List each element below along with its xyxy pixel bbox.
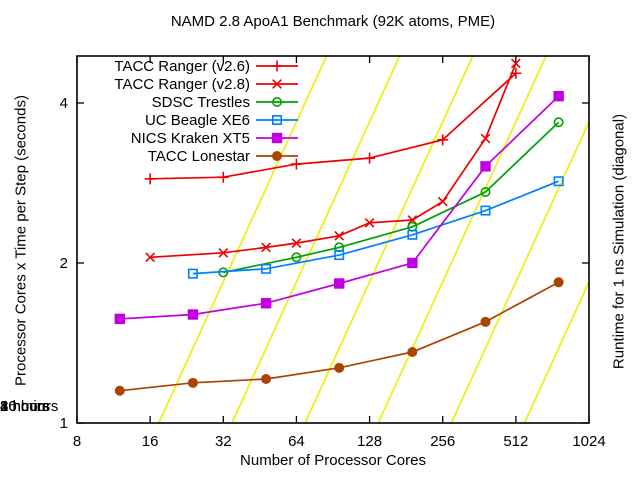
marker-circle-open-icon xyxy=(271,97,282,108)
marker-square-open-icon xyxy=(407,229,418,240)
marker-circle-filled-icon xyxy=(334,362,345,373)
marker-square-filled-icon xyxy=(334,278,345,289)
chart-title: NAMD 2.8 ApoA1 Benchmark (92K atoms, PME… xyxy=(170,13,496,30)
series-line xyxy=(119,281,560,392)
legend-label: UC Beagle XE6 xyxy=(145,112,250,129)
marker-plus-icon xyxy=(217,171,229,183)
marker-square-filled-icon xyxy=(187,309,199,320)
y-axis-label: Processor Cores x Time per Step (seconds… xyxy=(12,95,30,386)
legend-label: TACC Ranger (v2.6) xyxy=(114,58,250,75)
y-tick-label: 4 xyxy=(60,95,68,112)
runtime-diagonals xyxy=(158,55,590,424)
marker-circle-filled-icon xyxy=(480,316,491,327)
legend-label: NICS Kraken XT5 xyxy=(131,130,250,147)
x-tick-label: 64 xyxy=(288,433,305,450)
marker-square-open-icon xyxy=(271,115,282,126)
marker-square-filled-icon xyxy=(553,90,564,102)
y2-axis-label: Runtime for 1 ns Simulation (diagonal) xyxy=(610,113,628,370)
series-line xyxy=(150,62,517,259)
series-uc-beagle-xe6 xyxy=(187,176,564,279)
series-nics-kraken-xt5 xyxy=(114,90,564,325)
marker-cross-icon xyxy=(480,133,491,144)
marker-cross-icon xyxy=(364,217,375,228)
marker-square-filled-icon xyxy=(480,161,491,172)
marker-square-filled-icon xyxy=(260,298,272,309)
marker-cross-icon xyxy=(272,79,282,89)
legend-item-tacc-ranger-v2-6: TACC Ranger (v2.6) xyxy=(114,58,298,75)
diagonal-line-16-hours xyxy=(158,55,328,424)
marker-cross-icon xyxy=(145,252,156,263)
diagonal-label-8-hours: 8 hours xyxy=(0,398,50,415)
marker-cross-icon xyxy=(437,196,448,207)
marker-square-open-icon xyxy=(480,205,491,216)
marker-circle-open-icon xyxy=(553,117,564,128)
marker-square-open-icon xyxy=(187,268,198,279)
diagonal-line-30-min xyxy=(523,281,590,424)
marker-plus-icon xyxy=(437,134,449,146)
legend-label: TACC Lonestar xyxy=(148,148,250,165)
x-tick-label: 8 xyxy=(73,433,81,450)
x-tick-label: 32 xyxy=(215,433,232,450)
marker-cross-icon xyxy=(334,230,345,241)
legend-item-uc-beagle-xe6: UC Beagle XE6 xyxy=(145,112,298,129)
diagonal-label-1-hour: 1 hour xyxy=(0,398,43,415)
diagonal-label-30-min: 30 min xyxy=(0,398,45,415)
marker-cross-icon xyxy=(218,247,229,258)
marker-circle-filled-icon xyxy=(187,377,198,388)
marker-square-filled-icon xyxy=(407,257,418,269)
marker-plus-icon xyxy=(364,152,376,164)
marker-square-open-icon xyxy=(261,263,272,274)
marker-square-filled-icon xyxy=(114,313,125,325)
diagonal-label-4-hours: 4 hours xyxy=(0,398,50,415)
legend: TACC Ranger (v2.6)TACC Ranger (v2.8)SDSC… xyxy=(114,58,298,165)
marker-square-filled-icon xyxy=(271,132,283,144)
series-tacc-lonestar xyxy=(114,277,564,396)
marker-circle-open-icon xyxy=(480,187,491,198)
y-tick-label: 2 xyxy=(60,255,68,272)
x-axis-label: Number of Processor Cores xyxy=(240,452,426,469)
series-tacc-ranger-v2-8 xyxy=(145,58,521,263)
plot-axes: 8 16 32 64 128 256 512 1024 1 2 4 xyxy=(60,55,606,450)
marker-square-open-icon xyxy=(334,250,345,261)
plot-border xyxy=(76,55,590,424)
diagonal-line-2-hours xyxy=(377,55,547,424)
marker-circle-filled-icon xyxy=(261,373,272,384)
y-tick-label: 1 xyxy=(60,415,68,432)
legend-item-sdsc-trestles: SDSC Trestles xyxy=(152,94,298,111)
series-line xyxy=(223,121,560,274)
diagonal-line-4-hours xyxy=(304,55,474,424)
diagonal-line-1-hour xyxy=(450,121,590,424)
marker-cross-icon xyxy=(291,238,302,248)
marker-circle-filled-icon xyxy=(114,385,125,396)
legend-item-tacc-ranger-v2-8: TACC Ranger (v2.8) xyxy=(114,76,298,93)
legend-item-nics-kraken-xt5: NICS Kraken XT5 xyxy=(131,130,298,147)
legend-item-tacc-lonestar: TACC Lonestar xyxy=(148,148,298,165)
marker-circle-open-icon xyxy=(291,252,302,263)
marker-square-open-icon xyxy=(553,176,564,187)
x-tick-label: 512 xyxy=(503,433,528,450)
legend-label: SDSC Trestles xyxy=(152,94,250,111)
series-line xyxy=(150,72,517,180)
x-tick-label: 128 xyxy=(357,433,382,450)
series-line xyxy=(192,180,559,275)
series-tacc-ranger-v2-6 xyxy=(144,67,522,185)
marker-plus-icon xyxy=(271,60,283,72)
x-tick-label: 256 xyxy=(430,433,455,450)
marker-plus-icon xyxy=(144,173,156,185)
marker-plus-icon xyxy=(290,158,302,170)
marker-circle-filled-icon xyxy=(272,151,282,161)
x-tick-label: 16 xyxy=(142,433,159,450)
diagonal-label-16-hours: 16 hours xyxy=(0,398,58,415)
marker-cross-icon xyxy=(261,242,271,253)
marker-circle-filled-icon xyxy=(553,277,564,288)
marker-cross-icon xyxy=(510,58,521,69)
marker-circle-filled-icon xyxy=(407,347,418,358)
legend-label: TACC Ranger (v2.8) xyxy=(114,76,250,93)
x-tick-label: 1024 xyxy=(572,433,605,450)
diagonal-label-2-hours: 2 hours xyxy=(0,398,50,415)
